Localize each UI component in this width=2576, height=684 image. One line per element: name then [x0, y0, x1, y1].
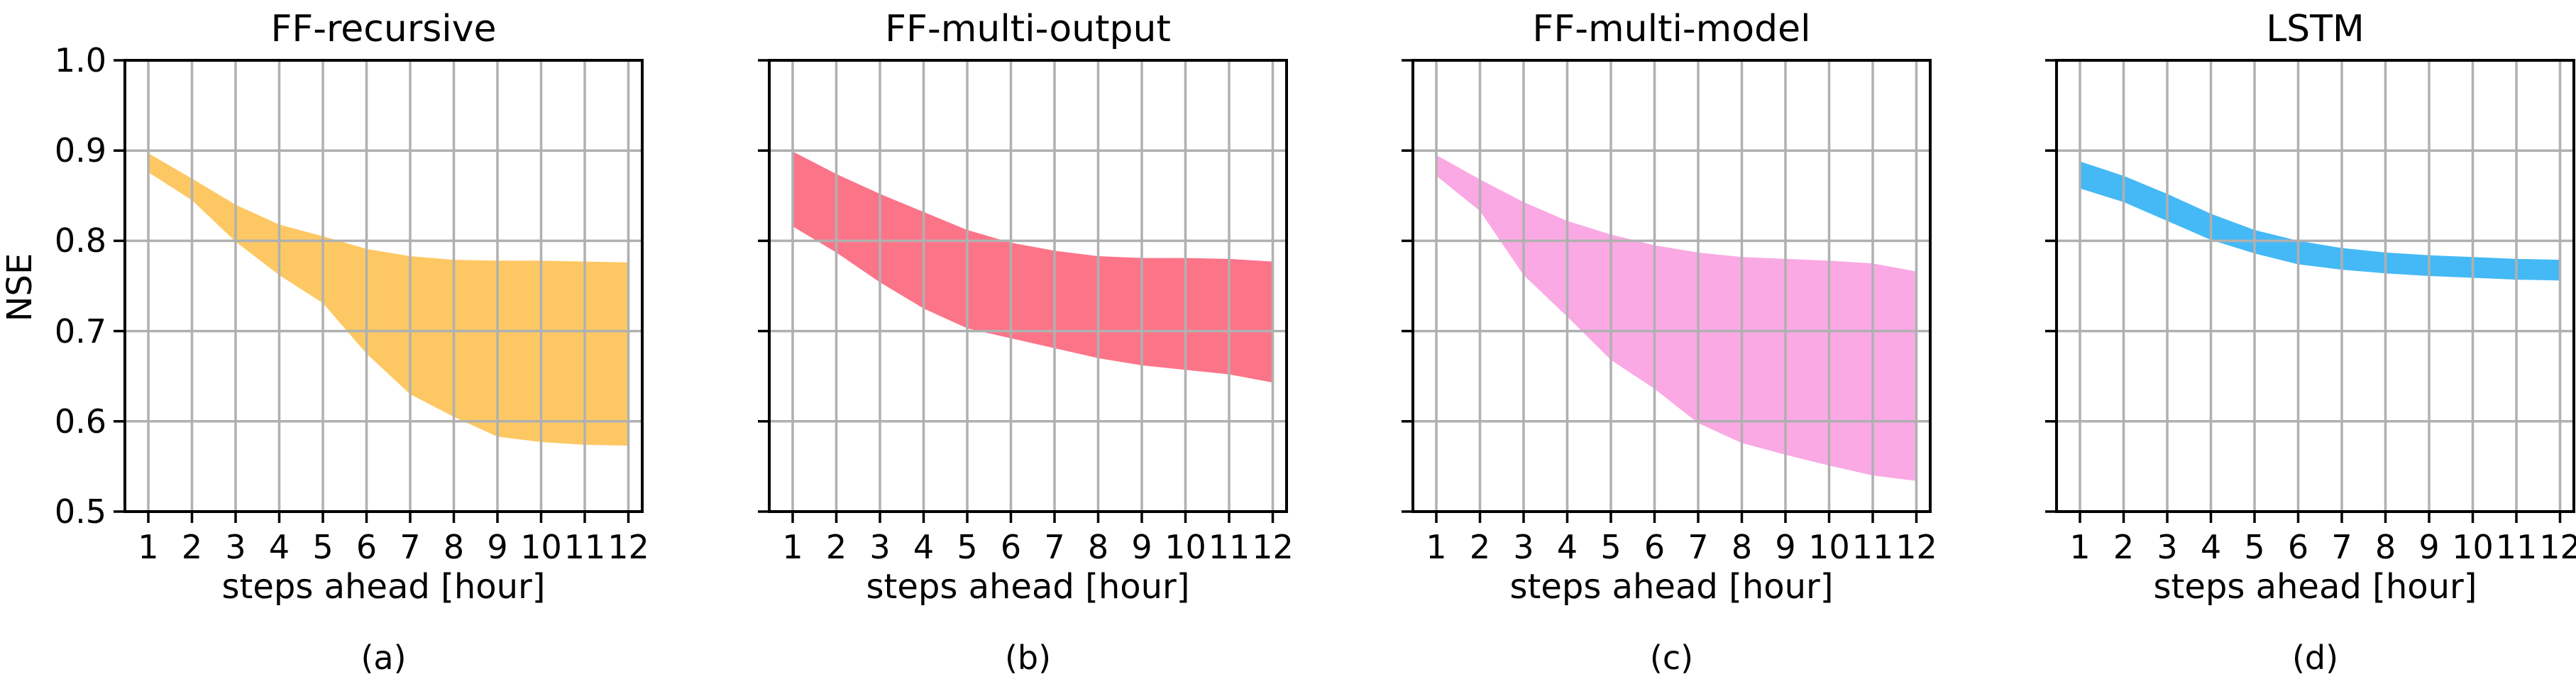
subplot-title-ff-multi-output: FF-multi-output	[885, 8, 1171, 50]
x-tick-label: 6	[356, 528, 378, 566]
subplot-ff-multi-output: FF-multi-output steps ahead [hour] (b) 1…	[644, 0, 1294, 684]
y-tick-label: 0.8	[54, 221, 106, 260]
x-tick-label: 1	[2069, 528, 2091, 566]
x-tick-label: 4	[268, 528, 290, 566]
x-tick-label: 12	[1895, 528, 1937, 566]
x-tick-label: 8	[2374, 528, 2396, 566]
x-tick-label: 3	[869, 528, 891, 566]
x-tick-label: 11	[2495, 528, 2538, 566]
x-tick-label: 9	[1775, 528, 1796, 566]
x-axis-label: steps ahead [hour]	[221, 567, 546, 607]
x-tick-label: 6	[1644, 528, 1666, 566]
x-tick-label: 10	[520, 528, 562, 566]
x-tick-label: 8	[1731, 528, 1753, 566]
x-tick-label: 5	[1600, 528, 1622, 566]
uncertainty-band	[148, 153, 629, 446]
y-tick-label: 0.5	[54, 492, 106, 531]
uncertainty-band	[2080, 161, 2560, 281]
axes-spines	[123, 59, 644, 513]
x-tick-label: 12	[1252, 528, 1294, 566]
x-axis-label: steps ahead [hour]	[2153, 567, 2477, 607]
y-tick-label: 0.7	[54, 311, 106, 351]
x-tick-label: 10	[2452, 528, 2494, 566]
x-tick-label: 2	[825, 528, 847, 566]
x-tick-label: 7	[1688, 528, 1709, 566]
x-tick-label: 8	[443, 528, 465, 566]
x-tick-label: 9	[1131, 528, 1152, 566]
x-tick-label: 2	[2113, 528, 2135, 566]
x-tick-label: 3	[2157, 528, 2178, 566]
uncertainty-band	[793, 151, 1273, 383]
subplot-title-ff-recursive: FF-recursive	[270, 8, 497, 50]
x-tick-label: 4	[2200, 528, 2222, 566]
x-tick-label: 1	[1426, 528, 1447, 566]
y-tick-label: 0.6	[54, 402, 106, 441]
x-tick-label: 6	[2287, 528, 2309, 566]
x-tick-label: 5	[957, 528, 978, 566]
plot-area-lstm	[2045, 59, 2575, 523]
x-tick-label: 4	[1556, 528, 1578, 566]
x-tick-label: 11	[1851, 528, 1894, 566]
plot-area-ff-multi-model	[1402, 59, 1932, 523]
x-tick-label: 9	[487, 528, 508, 566]
subplot-caption-a: (a)	[360, 639, 407, 677]
y-tick-label: 1.0	[54, 41, 106, 79]
axes-spines	[2055, 59, 2575, 513]
x-tick-label: 10	[1808, 528, 1850, 566]
x-tick-label: 11	[1208, 528, 1250, 566]
x-tick-label: 12	[2539, 528, 2576, 566]
x-tick-label: 2	[181, 528, 203, 566]
x-tick-label: 9	[2418, 528, 2440, 566]
subplot-title-ff-multi-model: FF-multi-model	[1532, 8, 1811, 50]
subplot-caption-c: (c)	[1649, 639, 1694, 677]
x-tick-label: 11	[563, 528, 606, 566]
subplot-ff-recursive: NSE FF-recursive steps ahead [hour] (a) …	[0, 0, 649, 684]
plot-area-ff-recursive	[114, 59, 644, 523]
axes-spines	[1411, 59, 1932, 513]
x-tick-label: 10	[1165, 528, 1206, 566]
x-tick-label: 7	[2331, 528, 2352, 566]
x-tick-label: 5	[312, 528, 334, 566]
x-tick-label: 2	[1469, 528, 1491, 566]
x-tick-label: 8	[1087, 528, 1109, 566]
x-tick-label: 7	[1044, 528, 1065, 566]
axes-spines	[768, 59, 1288, 513]
y-tick-label: 0.9	[54, 131, 106, 170]
x-axis-label: steps ahead [hour]	[866, 567, 1190, 607]
uncertainty-band	[1436, 155, 1917, 481]
x-tick-label: 6	[1000, 528, 1022, 566]
subplot-caption-d: (d)	[2291, 639, 2339, 677]
subplot-caption-b: (b)	[1004, 639, 1052, 677]
x-tick-label: 3	[1513, 528, 1534, 566]
x-tick-label: 3	[225, 528, 246, 566]
x-tick-label: 1	[782, 528, 803, 566]
y-axis-label: NSE	[0, 253, 40, 322]
x-tick-label: 12	[607, 528, 649, 566]
x-axis-label: steps ahead [hour]	[1509, 567, 1834, 607]
subplot-title-lstm: LSTM	[2266, 8, 2365, 50]
x-tick-label: 1	[138, 528, 159, 566]
x-tick-label: 7	[400, 528, 421, 566]
subplot-lstm: LSTM steps ahead [hour] (d) 1 2 3 4 5 6 7 8 9 10 1…	[1932, 0, 2576, 684]
x-tick-label: 5	[2244, 528, 2265, 566]
x-tick-label: 4	[913, 528, 935, 566]
plot-area-ff-multi-output	[758, 59, 1288, 523]
